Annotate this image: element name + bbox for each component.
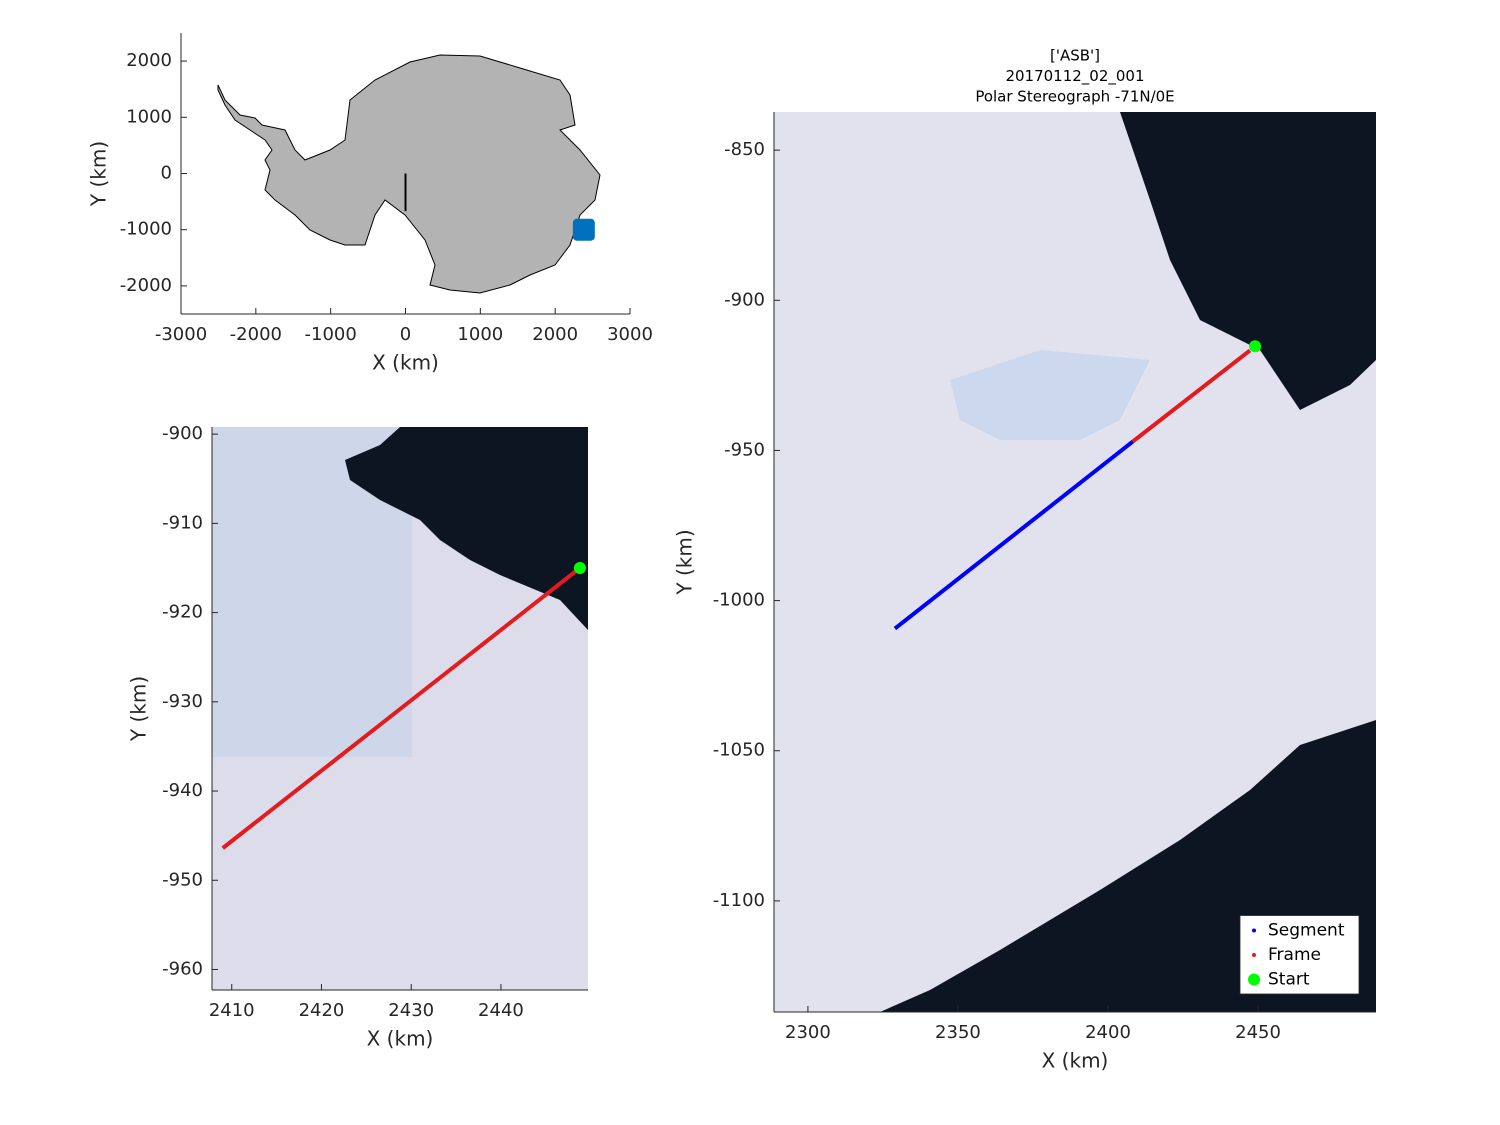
chart-title: Polar Stereograph -71N/0E: [975, 88, 1174, 106]
x-axis-label: X (km): [372, 351, 439, 375]
plot-area: [221, 561, 586, 850]
y-tick-label: -1000: [120, 219, 172, 240]
start-point: [1249, 340, 1262, 353]
x-tick-label: 0: [400, 324, 411, 345]
ocean: [345, 427, 588, 630]
y-tick-label: 1000: [126, 106, 172, 127]
x-tick-label: 2350: [935, 1022, 981, 1043]
x-tick-label: 2450: [1235, 1022, 1281, 1043]
x-tick-label: 2400: [1085, 1022, 1131, 1043]
ocean: [1120, 112, 1376, 410]
y-tick-label: -910: [162, 512, 203, 533]
x-tick-label: -3000: [155, 324, 207, 345]
legend-label: Start: [1268, 970, 1310, 990]
y-tick-label: -900: [162, 423, 203, 444]
x-tick-label: 2440: [478, 1000, 524, 1021]
x-tick-label: -1000: [305, 324, 357, 345]
legend-marker: [1252, 928, 1256, 933]
y-tick-label: -1000: [713, 590, 765, 611]
melt-area: [950, 350, 1150, 440]
y-tick-label: -1050: [713, 740, 765, 761]
x-tick-label: 2300: [785, 1022, 831, 1043]
y-tick-label: 2000: [126, 50, 172, 71]
location-box: [572, 218, 595, 241]
x-tick-label: 3000: [607, 324, 653, 345]
legend-marker: [1248, 973, 1260, 986]
x-axis-label: X (km): [1042, 1049, 1109, 1073]
y-axis-label: Y (km): [87, 141, 111, 207]
legend: Segment Frame Start: [1239, 915, 1360, 995]
legend-label: Segment: [1268, 921, 1345, 941]
y-tick-label: -920: [162, 602, 203, 623]
y-tick-label: -950: [724, 439, 765, 460]
y-tick-label: -930: [162, 691, 203, 712]
chart-title: ['ASB']: [1050, 47, 1100, 65]
x-tick-label: 2430: [388, 1000, 434, 1021]
track-line: [221, 566, 582, 850]
legend-box: [1239, 915, 1360, 995]
y-tick-label: -1100: [713, 890, 765, 911]
x-tick-label: -2000: [230, 324, 282, 345]
chart-title: 20170112_02_001: [1005, 67, 1144, 86]
imagery: [774, 112, 1376, 1012]
imagery: [212, 427, 588, 990]
x-tick-label: 2420: [299, 1000, 345, 1021]
y-tick-label: -940: [162, 780, 203, 801]
y-axis-label: Y (km): [673, 529, 697, 595]
x-axis-label: X (km): [367, 1027, 434, 1051]
y-tick-label: -900: [724, 289, 765, 310]
y-tick-label: 0: [161, 163, 172, 184]
x-tick-label: 1000: [457, 324, 503, 345]
y-tick-label: -960: [162, 958, 203, 979]
legend-label: Frame: [1268, 945, 1321, 965]
y-axis-label: Y (km): [127, 676, 151, 742]
y-tick-label: -850: [724, 139, 765, 160]
start-point: [573, 561, 586, 574]
x-tick-label: 2000: [532, 324, 578, 345]
x-tick-label: 2410: [209, 1000, 255, 1021]
plot-area: [404, 173, 595, 241]
track-line: [1131, 348, 1252, 444]
track-line: [893, 439, 1135, 631]
y-tick-label: -950: [162, 869, 203, 890]
continent-outline: [217, 54, 601, 294]
plot-area: [893, 340, 1262, 631]
legend-marker: [1252, 953, 1256, 957]
y-tick-label: -2000: [120, 275, 172, 296]
